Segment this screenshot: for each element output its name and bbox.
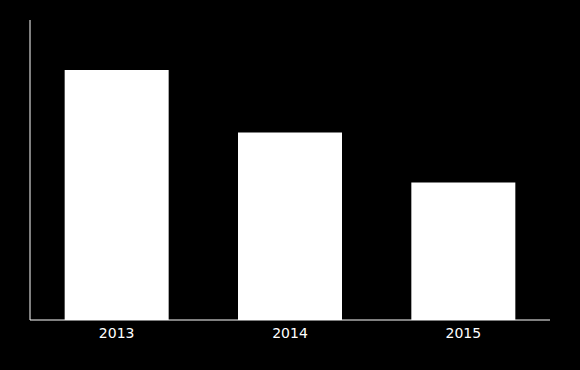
svg-text:2013: 2013 xyxy=(99,325,135,341)
svg-text:2014: 2014 xyxy=(272,325,308,341)
svg-text:2015: 2015 xyxy=(446,325,482,341)
